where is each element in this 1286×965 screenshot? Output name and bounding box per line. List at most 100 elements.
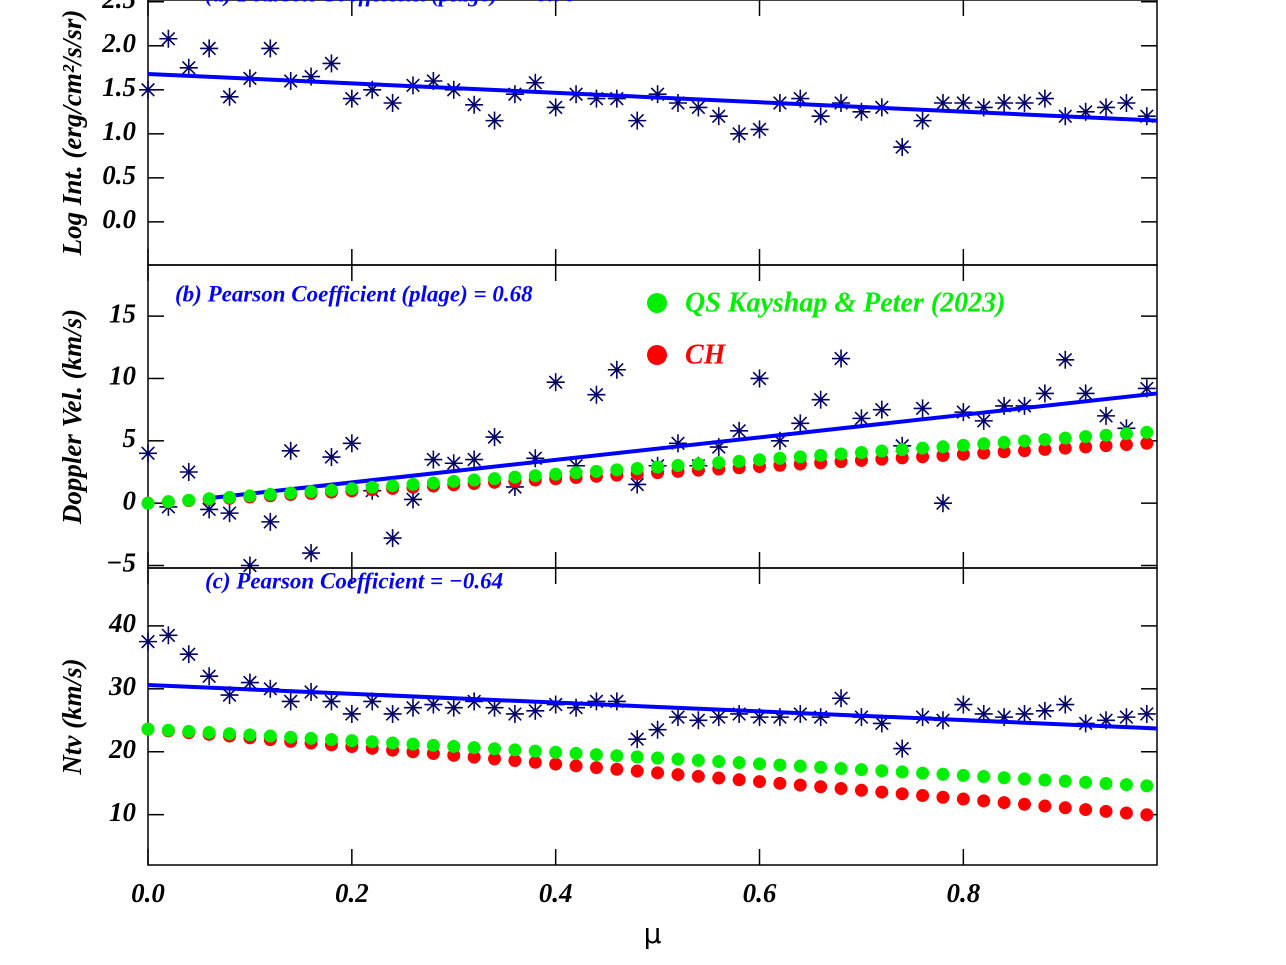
star-stroke bbox=[976, 707, 991, 721]
data-star bbox=[811, 107, 830, 126]
data-star bbox=[281, 441, 300, 460]
data-star bbox=[1056, 695, 1075, 714]
data-dot bbox=[324, 733, 338, 747]
data-dot bbox=[1140, 425, 1154, 439]
data-dot bbox=[814, 760, 828, 774]
star-stroke bbox=[813, 109, 828, 124]
data-star bbox=[668, 434, 687, 453]
data-dot bbox=[528, 469, 542, 483]
panel: 10 20 30 40 0.0 0.2 0.4 0.6 0.8 μ Ntv (km/s) (c) Pe… bbox=[57, 567, 1158, 950]
data-star bbox=[628, 475, 647, 494]
data-star bbox=[832, 94, 851, 113]
star-stroke bbox=[813, 392, 828, 407]
star-stroke bbox=[324, 450, 339, 464]
legend-dot bbox=[647, 293, 667, 313]
star-stroke bbox=[895, 741, 910, 756]
data-star bbox=[485, 111, 504, 130]
data-star bbox=[220, 87, 239, 106]
star-stroke bbox=[1099, 409, 1113, 423]
data-dot bbox=[814, 780, 828, 794]
star-stroke bbox=[324, 56, 339, 71]
y-tick-label: 1.5 bbox=[102, 72, 136, 102]
star-stroke bbox=[1119, 710, 1134, 724]
star-stroke bbox=[181, 60, 196, 75]
data-star bbox=[689, 711, 708, 730]
data-dot bbox=[182, 493, 196, 507]
data-dot bbox=[977, 446, 991, 460]
star-stroke bbox=[1058, 352, 1073, 367]
data-star bbox=[322, 692, 341, 711]
data-dot bbox=[630, 764, 644, 778]
data-star bbox=[648, 85, 667, 104]
data-dot bbox=[284, 730, 298, 744]
star-stroke bbox=[426, 452, 441, 467]
data-star bbox=[139, 80, 157, 99]
data-dot bbox=[1099, 777, 1113, 791]
data-dot bbox=[202, 726, 216, 740]
data-dot bbox=[671, 459, 685, 473]
data-star bbox=[139, 444, 157, 463]
star-stroke bbox=[467, 694, 482, 709]
data-dot bbox=[875, 764, 889, 778]
x-axis-label: μ bbox=[644, 917, 662, 950]
data-star bbox=[1097, 406, 1116, 425]
data-dot bbox=[263, 729, 277, 743]
data-dot bbox=[732, 454, 746, 468]
data-dot bbox=[977, 770, 991, 784]
data-dot bbox=[712, 754, 726, 768]
star-stroke bbox=[630, 732, 645, 747]
data-dot bbox=[1018, 772, 1032, 786]
y-tick-label: 40 bbox=[108, 608, 137, 638]
data-star bbox=[1137, 704, 1156, 723]
data-dot bbox=[1018, 797, 1032, 811]
data-dot bbox=[854, 783, 868, 797]
data-star bbox=[546, 373, 565, 392]
data-dot bbox=[712, 771, 726, 785]
star-stroke bbox=[854, 411, 869, 426]
x-tick-label: 0.4 bbox=[539, 878, 573, 908]
data-dot bbox=[1079, 803, 1093, 817]
data-star bbox=[607, 360, 626, 379]
star-stroke bbox=[283, 694, 298, 709]
data-dot bbox=[426, 476, 440, 490]
star-stroke bbox=[263, 514, 278, 529]
data-dot bbox=[834, 761, 848, 775]
data-star bbox=[893, 138, 912, 157]
legend-label: CH bbox=[685, 339, 727, 370]
data-dot bbox=[223, 490, 237, 504]
data-dot bbox=[488, 742, 502, 756]
star-stroke bbox=[1038, 703, 1052, 718]
data-dot bbox=[161, 723, 175, 737]
data-star bbox=[730, 704, 749, 723]
star-stroke bbox=[385, 707, 400, 721]
data-dot bbox=[1140, 779, 1154, 793]
data-dot bbox=[732, 773, 746, 787]
data-dot bbox=[936, 790, 950, 804]
data-dot bbox=[263, 487, 277, 501]
data-star bbox=[1137, 107, 1156, 126]
data-dot bbox=[1140, 436, 1154, 450]
star-stroke bbox=[548, 375, 563, 390]
fit-line bbox=[208, 391, 1158, 501]
star-stroke bbox=[1038, 91, 1052, 106]
data-dot bbox=[508, 470, 522, 484]
x-tick-label: 0.0 bbox=[131, 878, 165, 908]
star-stroke bbox=[1119, 96, 1134, 110]
data-star bbox=[465, 450, 484, 469]
data-star bbox=[424, 450, 443, 469]
x-tick-label: 0.8 bbox=[946, 878, 980, 908]
data-dot bbox=[345, 734, 359, 748]
data-dot bbox=[589, 761, 603, 775]
data-star bbox=[811, 390, 830, 409]
star-stroke bbox=[609, 362, 624, 377]
data-dot bbox=[997, 771, 1011, 785]
data-star bbox=[1117, 94, 1136, 113]
legend-dot bbox=[647, 345, 667, 365]
data-dot bbox=[854, 763, 868, 777]
data-dot bbox=[1119, 427, 1133, 441]
star-stroke bbox=[467, 452, 482, 467]
data-dot bbox=[1038, 442, 1052, 456]
data-dot bbox=[956, 768, 970, 782]
data-star bbox=[628, 730, 647, 749]
star-stroke bbox=[202, 669, 217, 684]
